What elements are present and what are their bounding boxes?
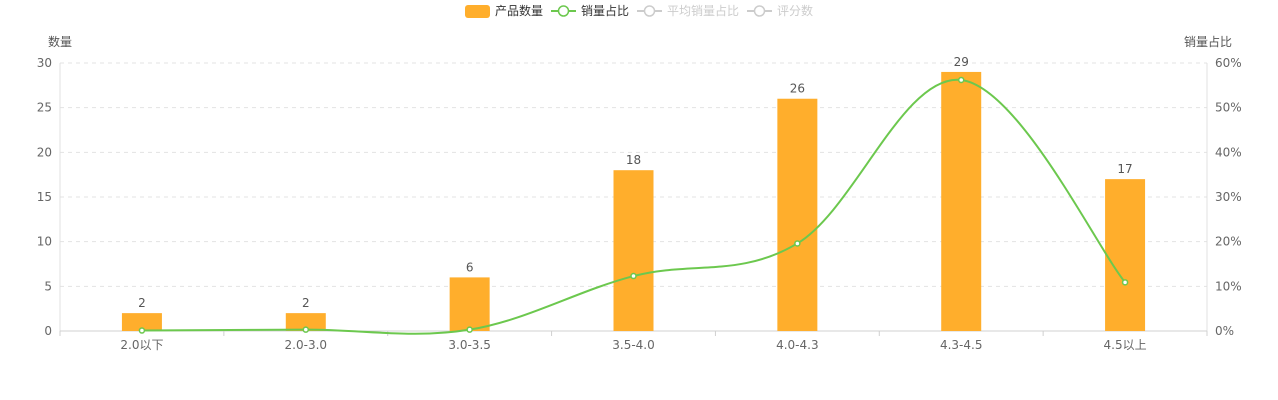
bar	[613, 170, 654, 331]
bar	[285, 313, 326, 331]
bar-value-label: 6	[466, 260, 474, 274]
y-right-tick-label: 60%	[1215, 56, 1242, 70]
legend-swatch	[465, 5, 490, 18]
y-axis-right-label: 销量占比	[1184, 34, 1232, 49]
bar-series	[121, 71, 1146, 331]
y-right-tick-label: 0%	[1215, 324, 1234, 338]
x-tick-label: 4.5以上	[1104, 338, 1147, 352]
bar-value-label: 2	[138, 296, 146, 310]
line-point	[630, 272, 637, 280]
bar-value-label: 18	[626, 153, 641, 167]
y-right-tick-label: 30%	[1215, 190, 1242, 204]
x-tick-label: 3.0-3.5	[448, 338, 491, 352]
y-tick-label: 25	[37, 101, 52, 115]
legend-label: 销量占比	[581, 3, 629, 18]
y-right-tick-label: 50%	[1215, 101, 1242, 115]
bar	[941, 71, 982, 331]
line-point	[957, 76, 965, 84]
line-series	[138, 76, 1129, 335]
legend-item[interactable]: 产品数量	[465, 3, 543, 18]
y-tick-label: 15	[37, 190, 52, 204]
y-axis-label: 数量	[48, 34, 72, 49]
x-tick-label: 2.0以下	[120, 338, 163, 352]
legend[interactable]: 产品数量 销量占比 平均销量占比 评分数	[465, 3, 813, 18]
grid	[60, 62, 1207, 287]
x-tick-label: 4.3-4.5	[940, 338, 983, 352]
line-point	[466, 326, 473, 333]
bar-value-label: 29	[954, 55, 969, 69]
line-point	[1121, 279, 1129, 286]
line-path	[141, 78, 1126, 335]
legend-label: 产品数量	[495, 3, 543, 18]
bar	[449, 277, 490, 331]
bar	[121, 313, 162, 331]
legend-item[interactable]: 销量占比	[551, 3, 629, 18]
legend-marker	[753, 5, 766, 17]
y-right-tick-label: 40%	[1215, 145, 1242, 159]
bar-value-label: 2	[302, 296, 310, 310]
y-tick-label: 5	[44, 279, 52, 293]
legend-item[interactable]: 评分数	[747, 3, 813, 18]
legend-marker	[557, 5, 570, 17]
x-tick-label: 2.0-3.0	[285, 338, 328, 352]
bar	[777, 98, 818, 331]
bar	[1105, 179, 1146, 331]
bar-value-label: 17	[1117, 162, 1132, 176]
bar-value-label: 26	[790, 82, 805, 96]
legend-label: 平均销量占比	[667, 3, 739, 18]
axes: 0 0% 5 10% 10 20% 15 30% 20 40% 25 50% 30 60% 2.0以下 2.0…	[37, 56, 1242, 352]
y-tick-label: 20	[37, 145, 52, 159]
line-point	[302, 326, 310, 333]
line-point	[794, 240, 801, 247]
line-point	[138, 327, 146, 334]
y-right-tick-label: 10%	[1215, 279, 1242, 293]
y-tick-label: 30	[37, 56, 52, 70]
y-right-tick-label: 20%	[1215, 235, 1242, 249]
legend-marker	[643, 5, 656, 17]
x-tick-label: 3.5-4.0	[612, 338, 655, 352]
legend-item[interactable]: 平均销量占比	[637, 3, 739, 18]
y-tick-label: 10	[37, 235, 52, 249]
y-tick-label: 0	[44, 324, 52, 338]
legend-label: 评分数	[777, 3, 813, 18]
x-tick-label: 4.0-4.3	[776, 338, 819, 352]
